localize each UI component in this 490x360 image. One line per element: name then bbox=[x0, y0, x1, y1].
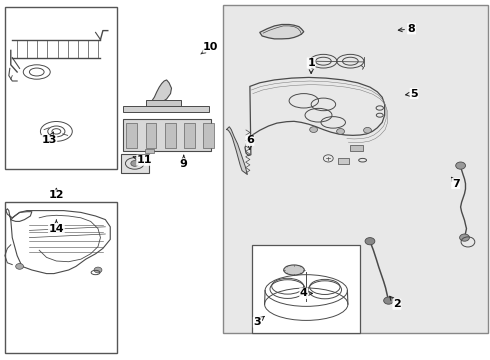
Text: 11: 11 bbox=[133, 155, 152, 165]
Text: 8: 8 bbox=[398, 24, 416, 34]
Circle shape bbox=[16, 264, 24, 269]
Bar bbox=[146, 100, 181, 106]
Bar bbox=[5, 7, 117, 169]
Text: 14: 14 bbox=[49, 220, 64, 234]
Circle shape bbox=[365, 238, 375, 245]
Polygon shape bbox=[260, 24, 304, 39]
Bar bbox=[203, 123, 214, 148]
Bar bbox=[123, 106, 209, 112]
Text: 9: 9 bbox=[180, 156, 188, 169]
Circle shape bbox=[384, 297, 393, 304]
Bar bbox=[121, 154, 149, 173]
Circle shape bbox=[310, 127, 318, 132]
Text: 4: 4 bbox=[300, 288, 313, 298]
Bar bbox=[184, 123, 195, 148]
Text: 6: 6 bbox=[246, 135, 254, 149]
Text: 5: 5 bbox=[406, 89, 418, 99]
Bar bbox=[126, 123, 137, 148]
Bar bbox=[146, 123, 156, 148]
Bar bbox=[5, 202, 117, 353]
Bar bbox=[350, 145, 363, 151]
Bar bbox=[122, 119, 211, 151]
Bar bbox=[252, 245, 360, 333]
Polygon shape bbox=[226, 127, 247, 175]
Text: 1: 1 bbox=[307, 58, 315, 73]
Text: 7: 7 bbox=[451, 177, 460, 189]
Text: 10: 10 bbox=[201, 42, 219, 54]
Polygon shape bbox=[152, 80, 172, 102]
Text: 2: 2 bbox=[390, 296, 401, 309]
Bar bbox=[165, 123, 175, 148]
Bar bbox=[223, 5, 488, 333]
Circle shape bbox=[337, 129, 344, 134]
Text: 12: 12 bbox=[49, 188, 64, 200]
Circle shape bbox=[364, 127, 371, 133]
Text: 13: 13 bbox=[41, 132, 57, 145]
Ellipse shape bbox=[284, 265, 304, 275]
Circle shape bbox=[94, 267, 102, 273]
Circle shape bbox=[131, 161, 139, 166]
Circle shape bbox=[456, 162, 466, 169]
Circle shape bbox=[460, 234, 469, 241]
Bar bbox=[338, 158, 349, 164]
Bar bbox=[145, 149, 154, 153]
Text: 3: 3 bbox=[253, 316, 264, 327]
